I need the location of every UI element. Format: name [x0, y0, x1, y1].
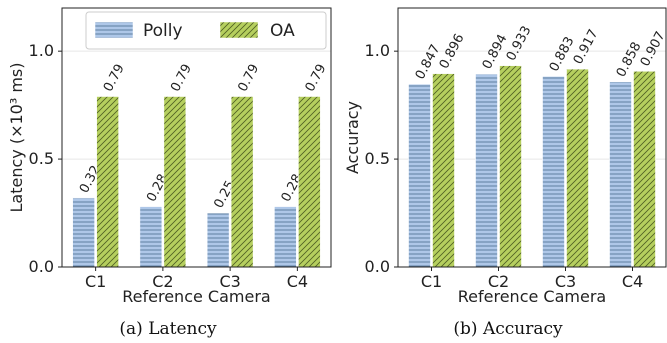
latency-bar-oa-c4	[298, 96, 321, 268]
latency-yaxis-label: Latency (×10³ ms)	[7, 63, 26, 213]
latency-xaxis-label: Reference Camera	[122, 287, 270, 306]
accuracy-bar-polly-c4	[609, 81, 632, 268]
accuracy-bar-polly-c1	[408, 83, 431, 268]
accuracy-xtick-label-c2: C2	[488, 272, 509, 291]
latency-axes-frame	[61, 7, 332, 268]
legend: Polly OA	[85, 11, 327, 50]
latency-chart: 0.320.79C10.280.79C20.250.79C30.280.79C4…	[7, 7, 332, 306]
latency-data-label-oa-c3: 0.79	[235, 62, 262, 95]
latency-xtick-label-c1: C1	[85, 272, 106, 291]
latency-data-label-oa-c2: 0.79	[168, 62, 195, 95]
latency-ytick-label: 0.0	[29, 257, 54, 276]
accuracy-xtick-label-c1: C1	[421, 272, 442, 291]
accuracy-bar-oa-c4	[633, 70, 656, 268]
latency-data-label-oa-c1: 0.79	[101, 62, 128, 95]
latency-xtick-label-c3: C3	[219, 272, 240, 291]
latency-bar-oa-c3	[230, 96, 254, 268]
accuracy-xtick-label-c3: C3	[555, 272, 576, 291]
accuracy-ytick-label: 0.0	[365, 257, 390, 276]
latency-ytick-label: 0.5	[29, 149, 54, 168]
latency-xtick-label-c4: C4	[287, 272, 308, 291]
legend-label-oa: OA	[270, 21, 295, 41]
latency-bar-polly-c4	[274, 206, 297, 268]
accuracy-bar-oa-c2	[499, 65, 522, 268]
accuracy-data-label-oa-c3: 0.917	[571, 27, 602, 67]
accuracy-yaxis-label: Accuracy	[343, 101, 362, 174]
legend-swatch-oa	[219, 21, 259, 39]
accuracy-bar-oa-c3	[566, 68, 589, 268]
caption-latency: (a) Latency	[119, 319, 217, 339]
accuracy-bar-oa-c1	[432, 73, 455, 268]
latency-bar-oa-c1	[96, 96, 119, 268]
accuracy-axes-frame	[397, 7, 667, 268]
caption-accuracy: (b) Accuracy	[453, 319, 563, 339]
accuracy-xaxis-label: Reference Camera	[458, 287, 606, 306]
accuracy-ytick-label: 0.5	[365, 149, 390, 168]
latency-data-label-oa-c4: 0.79	[303, 62, 330, 95]
accuracy-bar-polly-c3	[542, 76, 565, 268]
legend-frame	[85, 11, 327, 50]
latency-xtick-label-c2: C2	[152, 272, 173, 291]
accuracy-ytick-label: 1.0	[365, 41, 390, 60]
legend-label-polly: Polly	[143, 21, 183, 41]
latency-bar-polly-c1	[72, 197, 95, 268]
latency-bar-polly-c3	[206, 212, 230, 268]
legend-swatch-polly	[94, 21, 134, 39]
accuracy-chart: 0.8470.896C10.8940.933C20.8830.917C30.85…	[343, 7, 667, 306]
latency-ytick-label: 1.0	[29, 41, 54, 60]
latency-bar-oa-c2	[163, 96, 187, 268]
accuracy-bar-polly-c2	[475, 73, 498, 268]
accuracy-xtick-label-c4: C4	[622, 272, 643, 291]
latency-bar-polly-c2	[139, 206, 163, 268]
accuracy-data-label-oa-c2: 0.933	[504, 24, 535, 64]
